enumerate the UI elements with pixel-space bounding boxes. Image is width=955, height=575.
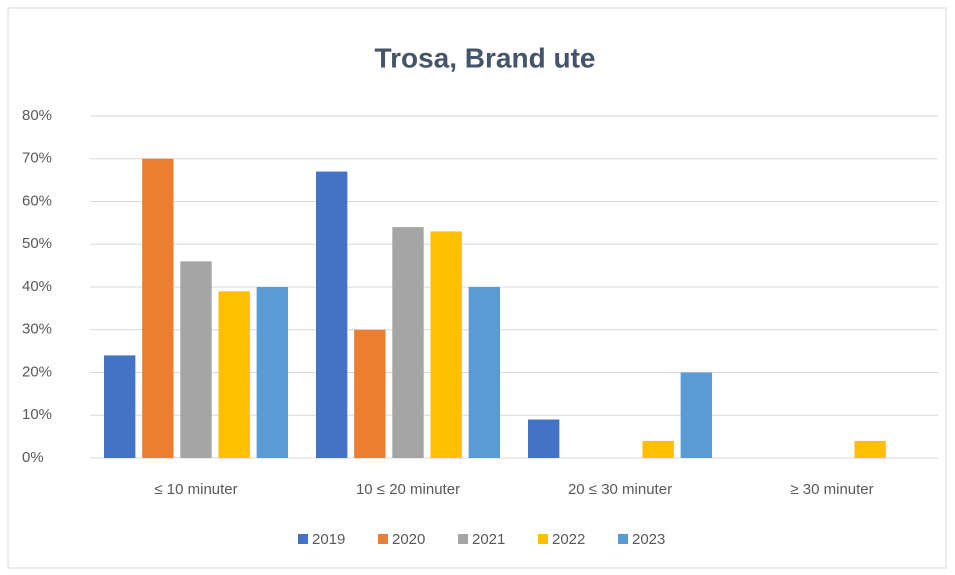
legend-swatch [538,534,548,544]
y-tick-label: 30% [22,321,52,338]
y-tick-label: 50% [22,235,52,252]
legend-label: 2023 [632,531,665,548]
bar [218,291,250,458]
bar [430,231,462,458]
legend-swatch [378,534,388,544]
y-tick-label: 20% [22,363,52,380]
y-tick-label: 60% [22,192,52,209]
bar [103,355,136,458]
y-tick-label: 40% [22,278,52,295]
y-tick-label: 80% [22,107,52,124]
x-tick-label: ≤ 10 minuter [154,481,237,498]
legend-swatch [298,534,308,544]
bar [180,261,212,458]
bar [642,440,674,458]
legend-swatch [458,534,468,544]
legend-swatch [618,534,628,544]
x-tick-label: ≥ 30 minuter [790,481,873,498]
chart-title: Trosa, Brand ute [375,42,596,73]
bar [392,227,424,458]
bar [354,329,386,458]
bar [468,287,501,458]
legend-label: 2020 [392,531,425,548]
legend-label: 2021 [472,531,505,548]
bar [527,419,560,458]
bar [854,440,886,458]
bar [680,372,713,458]
y-tick-label: 10% [22,406,52,423]
bar [256,287,289,458]
x-tick-label: 20 ≤ 30 minuter [568,481,672,498]
bar [142,158,174,458]
y-tick-label: 70% [22,150,52,167]
y-tick-label: 0% [22,449,44,466]
bar [315,171,348,458]
x-tick-label: 10 ≤ 20 minuter [356,481,460,498]
legend-label: 2019 [312,531,345,548]
legend-label: 2022 [552,531,585,548]
